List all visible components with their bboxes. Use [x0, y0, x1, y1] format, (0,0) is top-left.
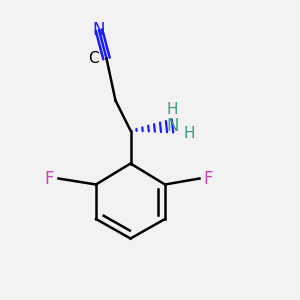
- Text: N: N: [93, 21, 105, 39]
- Text: C: C: [88, 51, 98, 66]
- Text: F: F: [204, 169, 213, 188]
- Text: F: F: [45, 169, 54, 188]
- Text: H: H: [167, 102, 178, 117]
- Text: H: H: [183, 126, 195, 141]
- Text: N: N: [166, 117, 179, 135]
